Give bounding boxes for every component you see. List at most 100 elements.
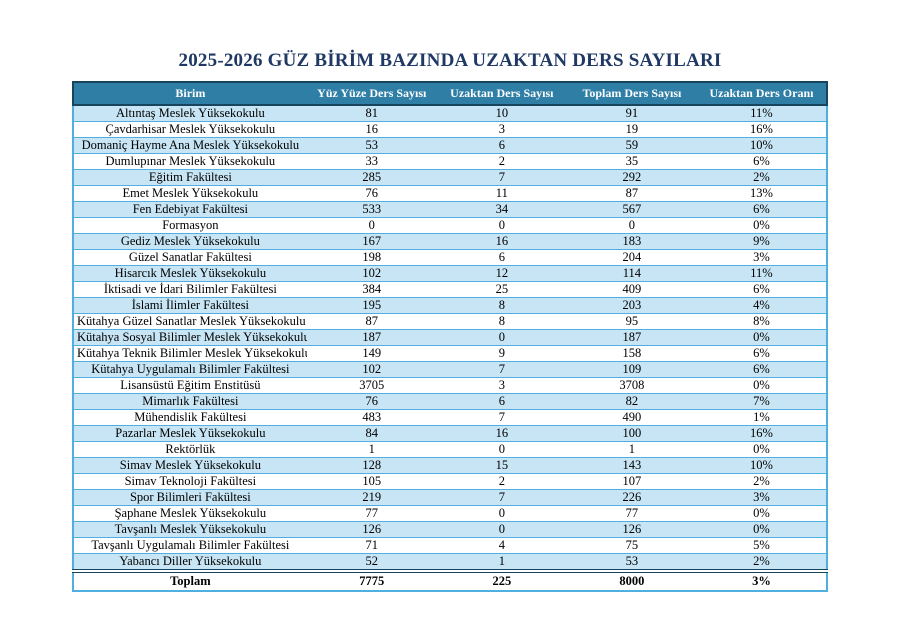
table-row: Eğitim Fakültesi 285 7 292 2% xyxy=(73,169,827,186)
table-row: Kütahya Teknik Bilimler Meslek Yüksekoku… xyxy=(73,345,827,362)
value-cell: 3708 xyxy=(566,377,697,394)
value-cell: 6% xyxy=(696,345,827,362)
table-row: İslami İlimler Fakültesi 195 8 203 4% xyxy=(73,297,827,314)
value-cell: 8% xyxy=(696,313,827,330)
table-row: Kütahya Güzel Sanatlar Meslek Yüksekokul… xyxy=(73,313,827,330)
table-row: Lisansüstü Eğitim Enstitüsü 3705 3 3708 0% xyxy=(73,377,827,394)
value-cell: 87 xyxy=(566,185,697,202)
value-cell: 11% xyxy=(696,265,827,282)
value-cell: 2 xyxy=(436,473,567,490)
value-cell: 3705 xyxy=(306,377,437,394)
table-row: Dumlupınar Meslek Yüksekokulu 33 2 35 6% xyxy=(73,153,827,170)
value-cell: 1% xyxy=(696,409,827,426)
unit-name-cell: Mühendislik Fakültesi xyxy=(73,409,307,426)
value-cell: 76 xyxy=(306,185,437,202)
table-row: Kütahya Sosyal Bilimler Meslek Yüksekoku… xyxy=(73,329,827,346)
value-cell: 219 xyxy=(306,489,437,506)
value-cell: 158 xyxy=(566,345,697,362)
unit-name-cell: Toplam xyxy=(73,569,307,591)
value-cell: 1 xyxy=(436,553,567,571)
unit-name-cell: Spor Bilimleri Fakültesi xyxy=(73,489,307,506)
value-cell: 107 xyxy=(566,473,697,490)
unit-name-cell: Kütahya Güzel Sanatlar Meslek Yüksekokul… xyxy=(73,313,307,330)
value-cell: 149 xyxy=(306,345,437,362)
value-cell: 82 xyxy=(566,393,697,410)
value-cell: 53 xyxy=(566,553,697,571)
table-row: Emet Meslek Yüksekokulu 76 11 87 13% xyxy=(73,185,827,202)
value-cell: 6% xyxy=(696,153,827,170)
unit-name-cell: Tavşanlı Meslek Yüksekokulu xyxy=(73,521,307,538)
table-row: Çavdarhisar Meslek Yüksekokulu 16 3 19 16% xyxy=(73,121,827,138)
value-cell: 81 xyxy=(306,104,437,122)
value-cell: 102 xyxy=(306,265,437,282)
value-cell: 226 xyxy=(566,489,697,506)
value-cell: 384 xyxy=(306,281,437,298)
table-header-row: Birim Yüz Yüze Ders Sayısı Uzaktan Ders Sa… xyxy=(73,82,827,105)
value-cell: 183 xyxy=(566,233,697,250)
value-cell: 19 xyxy=(566,121,697,138)
unit-name-cell: Lisansüstü Eğitim Enstitüsü xyxy=(73,377,307,394)
value-cell: 10% xyxy=(696,137,827,154)
unit-name-cell: Güzel Sanatlar Fakültesi xyxy=(73,249,307,266)
value-cell: 8 xyxy=(436,297,567,314)
value-cell: 0 xyxy=(436,329,567,346)
value-cell: 71 xyxy=(306,537,437,554)
table-row: Tavşanlı Uygulamalı Bilimler Fakültesi 71… xyxy=(73,537,827,554)
value-cell: 9 xyxy=(436,345,567,362)
value-cell: 25 xyxy=(436,281,567,298)
column-header: Uzaktan Ders Oranı xyxy=(696,82,827,105)
value-cell: 75 xyxy=(566,537,697,554)
value-cell: 143 xyxy=(566,457,697,474)
value-cell: 4 xyxy=(436,537,567,554)
unit-name-cell: Hisarcık Meslek Yüksekokulu xyxy=(73,265,307,282)
table-row: Altıntaş Meslek Yüksekokulu 81 10 91 11% xyxy=(73,104,827,122)
value-cell: 2% xyxy=(696,169,827,186)
value-cell: 0 xyxy=(436,505,567,522)
value-cell: 409 xyxy=(566,281,697,298)
value-cell: 3 xyxy=(436,121,567,138)
page-title: 2025-2026 GÜZ BİRİM BAZINDA UZAKTAN DERS… xyxy=(178,50,722,71)
value-cell: 59 xyxy=(566,137,697,154)
value-cell: 285 xyxy=(306,169,437,186)
value-cell: 52 xyxy=(306,553,437,571)
table-row: Gediz Meslek Yüksekokulu 167 16 183 9% xyxy=(73,233,827,250)
value-cell: 187 xyxy=(566,329,697,346)
value-cell: 483 xyxy=(306,409,437,426)
value-cell: 6 xyxy=(436,249,567,266)
unit-name-cell: Fen Edebiyat Fakültesi xyxy=(73,201,307,218)
value-cell: 102 xyxy=(306,361,437,378)
value-cell: 13% xyxy=(696,185,827,202)
value-cell: 7 xyxy=(436,489,567,506)
table-row: Simav Meslek Yüksekokulu 128 15 143 10% xyxy=(73,457,827,474)
value-cell: 126 xyxy=(306,521,437,538)
table-row: Şaphane Meslek Yüksekokulu 77 0 77 0% xyxy=(73,505,827,522)
value-cell: 9% xyxy=(696,233,827,250)
unit-name-cell: Şaphane Meslek Yüksekokulu xyxy=(73,505,307,522)
value-cell: 2% xyxy=(696,553,827,571)
value-cell: 204 xyxy=(566,249,697,266)
value-cell: 195 xyxy=(306,297,437,314)
value-cell: 126 xyxy=(566,521,697,538)
value-cell: 11 xyxy=(436,185,567,202)
value-cell: 7 xyxy=(436,169,567,186)
unit-name-cell: Simav Meslek Yüksekokulu xyxy=(73,457,307,474)
value-cell: 53 xyxy=(306,137,437,154)
value-cell: 1 xyxy=(566,441,697,458)
unit-name-cell: Yabancı Diller Yüksekokulu xyxy=(73,553,307,571)
table-row: Rektörlük 1 0 1 0% xyxy=(73,441,827,458)
value-cell: 0% xyxy=(696,521,827,538)
value-cell: 3 xyxy=(436,377,567,394)
value-cell: 2% xyxy=(696,473,827,490)
value-cell: 114 xyxy=(566,265,697,282)
value-cell: 77 xyxy=(566,505,697,522)
table-row: Mimarlık Fakültesi 76 6 82 7% xyxy=(73,393,827,410)
table-row: Kütahya Uygulamalı Bilimler Fakültesi 102… xyxy=(73,361,827,378)
column-header: Toplam Ders Sayısı xyxy=(566,82,697,105)
table-row: Spor Bilimleri Fakültesi 219 7 226 3% xyxy=(73,489,827,506)
total-row: Toplam 7775 225 8000 3% xyxy=(73,569,827,591)
value-cell: 16% xyxy=(696,121,827,138)
table-row: Güzel Sanatlar Fakültesi 198 6 204 3% xyxy=(73,249,827,266)
unit-name-cell: İslami İlimler Fakültesi xyxy=(73,297,307,314)
value-cell: 1 xyxy=(306,441,437,458)
unit-name-cell: Simav Teknoloji Fakültesi xyxy=(73,473,307,490)
